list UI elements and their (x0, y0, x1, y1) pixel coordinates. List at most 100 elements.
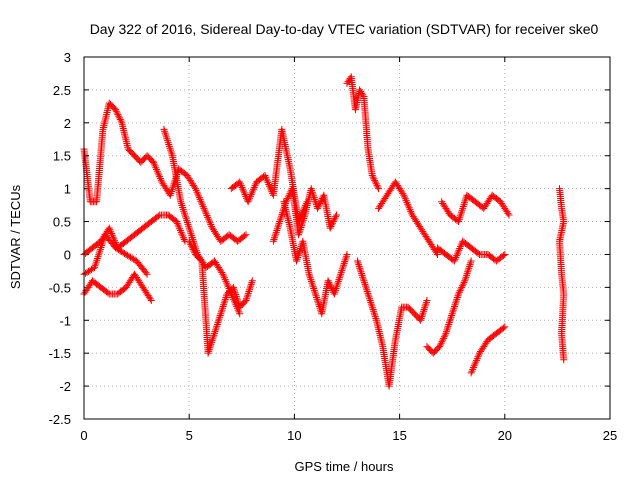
data-point (472, 358, 480, 366)
data-point (371, 311, 379, 319)
data-point (202, 210, 210, 218)
data-point (208, 337, 216, 345)
data-point (358, 270, 366, 278)
data-point (192, 185, 200, 193)
axis-ticks: 0 5 10 15 20 25 -2.5 -2 -1.5 -1 -0.5 0 0.5 1 1.5 2 2.5 3 (49, 50, 618, 443)
data-point (294, 252, 302, 260)
data-point (235, 308, 243, 316)
data-point (179, 232, 187, 240)
data-point (355, 261, 363, 269)
data-point (220, 301, 228, 309)
data-point (368, 304, 376, 312)
data-point (309, 190, 317, 198)
y-tick-label: -1.5 (49, 346, 71, 361)
data-point (337, 270, 345, 278)
data-point (439, 336, 447, 344)
data-point (212, 324, 220, 332)
x-tick-label: 20 (498, 428, 512, 443)
data-point (417, 314, 425, 322)
data-point (463, 271, 471, 279)
data-point (178, 202, 186, 210)
data-point (194, 190, 202, 198)
data-point (471, 360, 479, 368)
data-point (231, 289, 239, 297)
data-point (432, 249, 440, 257)
data-point (160, 125, 168, 133)
data-point (442, 329, 450, 337)
data-point (337, 268, 345, 276)
data-point (233, 304, 241, 312)
data-point (112, 106, 120, 114)
data-point (245, 196, 253, 204)
data-point (230, 295, 238, 303)
data-point (370, 309, 378, 317)
data-point (458, 208, 466, 216)
data-point (149, 158, 157, 166)
data-point (277, 214, 285, 222)
data-point (456, 287, 464, 295)
data-point (445, 319, 453, 327)
data-point (355, 262, 363, 270)
data-point (208, 338, 216, 346)
data-point (359, 273, 367, 281)
data-point (456, 212, 464, 220)
data-point (271, 232, 279, 240)
data-point (310, 192, 318, 200)
data-point (401, 193, 409, 201)
data-point (218, 304, 226, 312)
data-point (300, 215, 308, 223)
data-point (448, 311, 456, 319)
data-point (313, 294, 321, 302)
data-point (339, 263, 347, 271)
data-point (183, 217, 191, 225)
data-point (407, 209, 415, 217)
data-point (283, 196, 291, 204)
data-point (284, 195, 292, 203)
data-point (467, 257, 475, 265)
data-point (334, 277, 342, 285)
data-point (296, 246, 304, 254)
data-point (116, 116, 124, 124)
data-point (198, 201, 206, 209)
data-point (330, 290, 338, 298)
data-point (454, 292, 462, 300)
data-point (419, 309, 427, 317)
data-point (177, 228, 185, 236)
data-point (220, 272, 228, 280)
data-point (247, 191, 255, 199)
data-point (249, 187, 257, 195)
data-point (418, 311, 426, 319)
data-point (315, 301, 323, 309)
data-point (275, 219, 283, 227)
data-point (153, 167, 161, 175)
data-point (218, 306, 226, 314)
data-point (294, 253, 302, 261)
data-point (247, 280, 255, 288)
data-point (154, 212, 162, 220)
data-point (116, 114, 124, 122)
data-point (91, 264, 99, 272)
data-point (162, 133, 170, 141)
data-point (331, 288, 339, 296)
data-point (250, 183, 258, 191)
data-point (468, 367, 476, 375)
data-point (326, 282, 334, 290)
data-point (457, 285, 465, 293)
data-point (240, 187, 248, 195)
data-point (274, 223, 282, 231)
data-point (180, 209, 188, 217)
data-point (236, 310, 244, 318)
data-point (357, 268, 365, 276)
data-point (445, 320, 453, 328)
data-point (311, 197, 319, 205)
data-point (142, 269, 150, 277)
data-point (201, 208, 209, 216)
x-tick-label: 5 (186, 428, 193, 443)
data-point (167, 148, 175, 156)
data-point (222, 294, 230, 302)
data-point (152, 165, 160, 173)
data-point (161, 129, 169, 137)
data-point (206, 344, 214, 352)
data-point (307, 277, 315, 285)
data-point (164, 139, 172, 147)
